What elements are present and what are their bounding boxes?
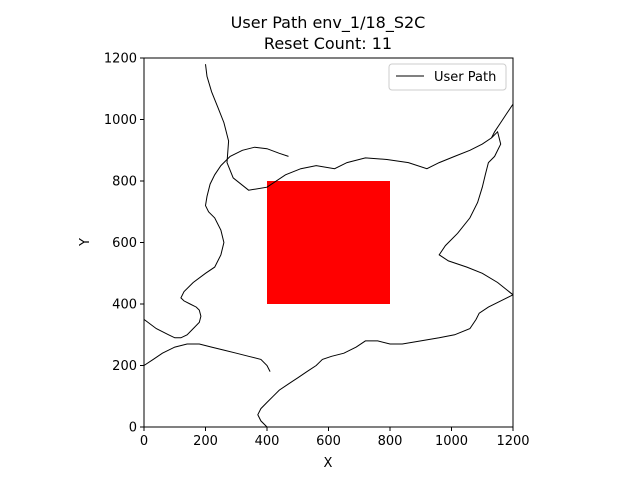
axis-ticks: 0 200 400 600 800 1000 1200 0 200 400 600 800 1000 12… [104,52,530,450]
chart-subtitle: Reset Count: 11 [264,34,392,53]
user-path-segment-1 [257,294,514,428]
y-tick-label: 0 [129,421,137,436]
legend: User Path [388,63,507,91]
obstacle-region [267,181,390,304]
y-tick-label: 1000 [104,113,137,128]
x-tick-label: 400 [255,434,280,449]
y-tick-label: 800 [112,175,137,190]
legend-entry-user-path: User Path [434,70,496,85]
x-axis-label: X [324,456,333,471]
y-axis-label: Y [78,238,93,247]
x-tick-label: 600 [316,434,341,449]
x-tick-label: 800 [378,434,403,449]
x-tick-label: 0 [140,434,148,449]
user-path-segment-3 [491,103,514,139]
y-tick-label: 600 [112,236,137,251]
user-path-segment-2 [143,146,289,339]
chart-title: User Path env_1/18_S2C [231,13,426,33]
y-tick-label: 400 [112,298,137,313]
plot-frame [143,57,514,428]
y-tick-label: 1200 [104,52,137,67]
x-tick-label: 1200 [496,434,529,449]
x-tick-label: 1000 [435,434,468,449]
user-path-segment-0 [205,64,514,296]
x-tick-label: 200 [193,434,218,449]
legend-box [388,63,507,91]
user-path-segment-4 [143,343,271,372]
y-tick-label: 200 [112,359,137,374]
plot-area [143,64,514,428]
